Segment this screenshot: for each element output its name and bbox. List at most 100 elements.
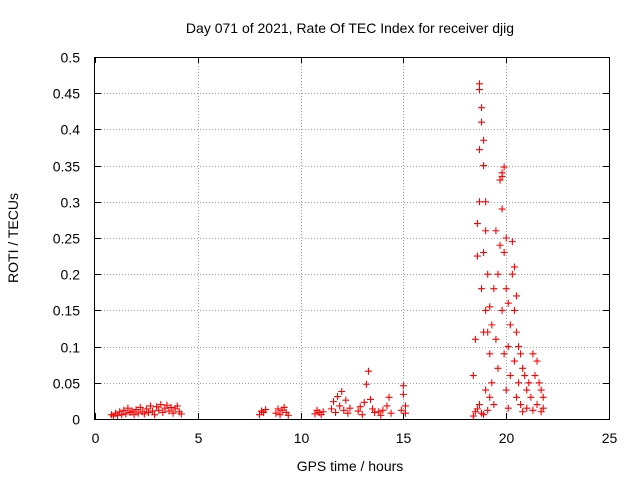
data-point	[128, 407, 136, 415]
data-point	[529, 350, 537, 358]
data-point	[488, 321, 496, 329]
data-point	[311, 410, 319, 418]
data-point	[504, 299, 512, 307]
data-point	[140, 410, 148, 418]
data-point	[142, 405, 150, 413]
data-point	[401, 402, 409, 410]
data-point	[344, 409, 352, 417]
data-point	[498, 306, 506, 314]
y-tick-label: 0.05	[53, 376, 80, 392]
data-point	[504, 343, 512, 351]
data-point	[469, 412, 477, 420]
data-point	[387, 409, 395, 417]
data-point	[486, 303, 494, 311]
data-point	[346, 404, 354, 412]
data-point	[369, 405, 377, 413]
data-point	[397, 406, 405, 414]
data-point	[486, 350, 494, 358]
y-tick-label: 0.3	[61, 195, 81, 211]
data-point	[537, 408, 545, 416]
data-point	[517, 401, 525, 409]
data-point	[114, 411, 122, 419]
data-point	[496, 241, 504, 249]
data-point	[539, 404, 547, 412]
data-point	[329, 398, 337, 406]
data-point	[473, 252, 481, 260]
data-point	[512, 328, 520, 336]
y-tick-label: 0.35	[53, 159, 80, 175]
data-point	[500, 248, 508, 256]
data-point	[478, 104, 486, 112]
data-point	[496, 176, 504, 184]
data-point	[531, 372, 539, 380]
data-point	[147, 402, 155, 410]
y-tick-label: 0.5	[61, 50, 81, 66]
data-point	[338, 387, 346, 395]
data-point	[469, 372, 477, 380]
data-point	[533, 401, 541, 409]
y-tick-label: 0.1	[61, 340, 81, 356]
data-point	[280, 403, 288, 411]
y-axis-label: ROTI / TECUs	[5, 193, 21, 283]
data-point	[136, 403, 144, 411]
data-point	[471, 335, 479, 343]
data-point	[502, 386, 510, 394]
data-point	[492, 227, 500, 235]
data-point	[153, 403, 161, 411]
data-point	[375, 408, 383, 416]
y-tick-label: 0.4	[61, 122, 81, 138]
data-point	[475, 86, 483, 94]
data-point	[490, 285, 498, 293]
data-point	[155, 406, 163, 414]
data-point	[130, 411, 138, 419]
data-point	[272, 409, 280, 417]
data-point	[371, 408, 379, 416]
data-point	[486, 393, 494, 401]
data-point	[173, 402, 181, 410]
data-point	[506, 372, 514, 380]
data-point	[332, 408, 340, 416]
x-axis-label: GPS time / hours	[297, 458, 404, 474]
data-point	[475, 401, 483, 409]
data-point	[169, 409, 177, 417]
data-point	[274, 405, 282, 413]
data-point	[510, 263, 518, 271]
data-point	[521, 372, 529, 380]
data-point	[482, 198, 490, 206]
data-point	[484, 328, 492, 336]
data-point	[118, 411, 126, 419]
data-point	[510, 357, 518, 365]
y-tick-label: 0.15	[53, 303, 80, 319]
x-tick-label: 0	[92, 430, 100, 446]
data-point	[498, 169, 506, 177]
data-point	[504, 404, 512, 412]
data-point	[399, 382, 407, 390]
data-point	[519, 364, 527, 372]
data-point	[517, 350, 525, 358]
data-point	[475, 198, 483, 206]
data-point	[523, 386, 531, 394]
data-point	[379, 406, 387, 414]
data-point	[362, 380, 370, 388]
data-point	[157, 401, 165, 409]
data-point	[478, 285, 486, 293]
data-point	[494, 270, 502, 278]
data-point	[484, 406, 492, 414]
data-point	[399, 390, 407, 398]
data-point	[473, 220, 481, 228]
data-point	[124, 404, 132, 412]
data-point	[336, 402, 344, 410]
data-point	[340, 406, 348, 414]
data-point	[364, 367, 372, 375]
data-point	[484, 270, 492, 278]
data-point	[490, 401, 498, 409]
data-point	[519, 408, 527, 416]
y-tick-label: 0	[72, 412, 80, 428]
data-point	[334, 393, 342, 401]
data-point	[537, 386, 545, 394]
data-point	[177, 410, 185, 418]
data-point	[276, 411, 284, 419]
data-point	[284, 411, 292, 419]
data-point	[508, 270, 516, 278]
data-point	[502, 285, 510, 293]
